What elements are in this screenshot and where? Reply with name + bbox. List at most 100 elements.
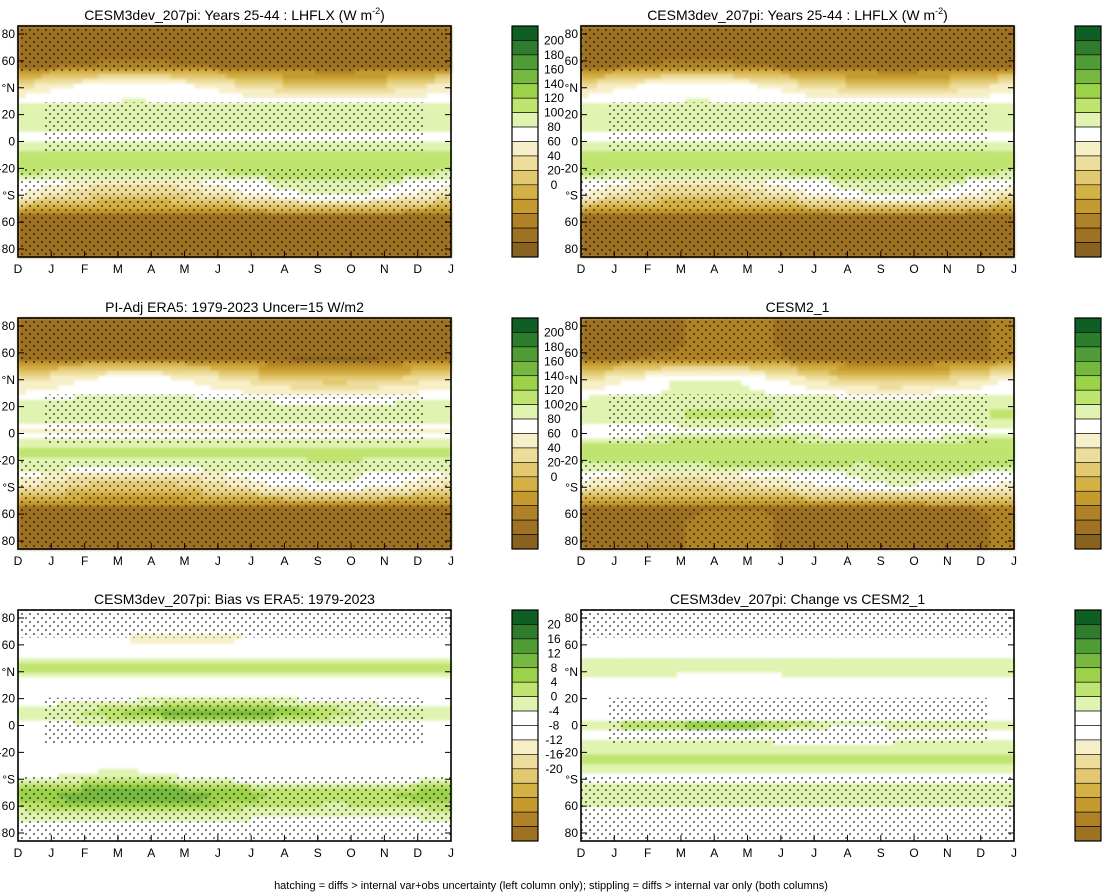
field-cell xyxy=(677,93,686,98)
field-cell xyxy=(974,74,983,79)
field-cell xyxy=(395,89,404,94)
field-cell xyxy=(307,89,316,94)
field-cell xyxy=(202,161,211,166)
field-cell xyxy=(226,93,235,98)
field-cell xyxy=(934,161,943,166)
field-cell xyxy=(435,108,444,113)
x-tick-label: M xyxy=(180,262,190,276)
field-cell xyxy=(581,79,590,84)
field-cell xyxy=(347,93,356,98)
field-cell xyxy=(395,93,404,98)
field-cell xyxy=(154,161,163,166)
field-cell xyxy=(709,89,718,94)
field-cell xyxy=(902,156,911,161)
field-cell xyxy=(26,151,35,156)
field-cell xyxy=(685,79,694,84)
field-cell xyxy=(749,161,758,166)
field-cell xyxy=(283,93,292,98)
field-cell xyxy=(597,113,606,118)
x-tick-label: F xyxy=(81,262,88,276)
colorbar-swatch xyxy=(512,185,538,199)
field-cell xyxy=(789,74,798,79)
colorbar-swatch xyxy=(512,243,538,257)
field-cell xyxy=(589,146,598,151)
panel-title-text: CESM3dev_207pi: Years 25-44 : LHFLX (W m xyxy=(84,7,372,23)
field-cell xyxy=(886,74,895,79)
field-cell xyxy=(974,161,983,166)
field-cell xyxy=(18,89,27,94)
field-cell xyxy=(661,79,670,84)
field-cell xyxy=(669,79,678,84)
field-cell xyxy=(725,79,734,84)
field-cell xyxy=(427,127,436,132)
colorbar-swatch xyxy=(512,55,538,69)
field-cell xyxy=(838,161,847,166)
field-cell xyxy=(122,74,131,79)
field-cell xyxy=(395,84,404,89)
field-cell xyxy=(733,89,742,94)
field-cell xyxy=(235,84,244,89)
field-cell xyxy=(355,89,364,94)
field-cell xyxy=(838,79,847,84)
field-cell xyxy=(403,156,412,161)
field-cell xyxy=(435,74,444,79)
field-cell xyxy=(427,161,436,166)
field-cell xyxy=(934,93,943,98)
field-cell xyxy=(26,156,35,161)
field-cell xyxy=(154,79,163,84)
field-cell xyxy=(26,93,35,98)
field-cell xyxy=(685,161,694,166)
field-cell xyxy=(218,84,227,89)
field-cell xyxy=(597,79,606,84)
field-cell xyxy=(34,79,43,84)
field-cell xyxy=(733,79,742,84)
field-cell xyxy=(781,84,790,89)
field-cell xyxy=(98,161,107,166)
field-cell xyxy=(581,151,590,156)
field-cell xyxy=(403,93,412,98)
field-cell xyxy=(323,84,332,89)
field-cell xyxy=(677,161,686,166)
field-cell xyxy=(854,161,863,166)
field-cell xyxy=(597,103,606,108)
field-cell xyxy=(210,84,219,89)
field-cell xyxy=(966,74,975,79)
field-cell xyxy=(781,74,790,79)
field-cell xyxy=(990,122,999,127)
field-cell xyxy=(58,84,67,89)
field-cell xyxy=(645,79,654,84)
field-cell xyxy=(66,93,75,98)
field-cell xyxy=(18,122,27,127)
field-cell xyxy=(749,84,758,89)
field-cell xyxy=(226,79,235,84)
field-cell xyxy=(427,117,436,122)
field-cell xyxy=(629,89,638,94)
field-cell xyxy=(589,79,598,84)
field-cell xyxy=(613,84,622,89)
field-cell xyxy=(998,127,1007,132)
field-cell xyxy=(307,161,316,166)
field-cell xyxy=(998,117,1007,122)
field-cell xyxy=(701,74,710,79)
field-cell xyxy=(307,93,316,98)
field-cell xyxy=(645,84,654,89)
field-cell xyxy=(138,89,147,94)
field-cell xyxy=(307,79,316,84)
field-cell xyxy=(331,79,340,84)
field-cell xyxy=(34,84,43,89)
x-tick-label: J xyxy=(48,262,54,276)
field-cell xyxy=(613,74,622,79)
field-cell xyxy=(235,93,244,98)
field-cell xyxy=(781,161,790,166)
field-cell xyxy=(218,89,227,94)
field-cell xyxy=(693,93,702,98)
field-cell xyxy=(58,93,67,98)
field-cell xyxy=(427,98,436,103)
field-cell xyxy=(661,93,670,98)
field-cell xyxy=(323,93,332,98)
field-cell xyxy=(435,146,444,151)
field-cell xyxy=(106,89,115,94)
field-cell xyxy=(765,79,774,84)
field-cell xyxy=(130,84,139,89)
field-cell xyxy=(50,161,59,166)
